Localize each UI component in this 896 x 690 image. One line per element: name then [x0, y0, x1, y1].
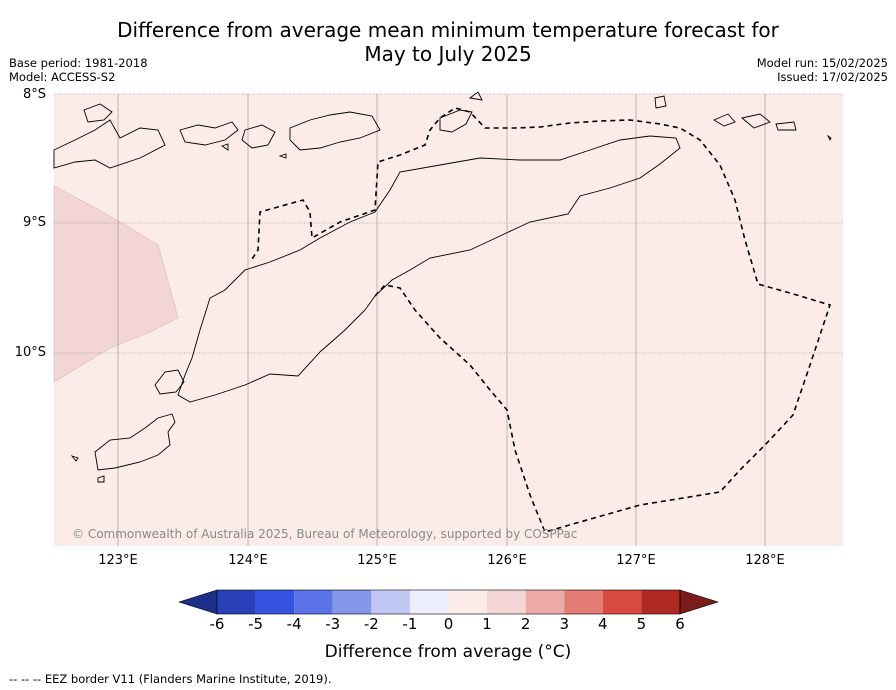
- title-line-2: May to July 2025: [364, 42, 532, 66]
- lon-label-124e: 124°E: [228, 553, 268, 568]
- colorbar-title: Difference from average (°C): [324, 642, 572, 662]
- lon-label-128e: 128°E: [745, 553, 785, 568]
- colorbar-segment: [448, 590, 488, 614]
- title-line-1: Difference from average mean minimum tem…: [117, 18, 779, 42]
- chart-title: Difference from average mean minimum tem…: [0, 18, 896, 66]
- base-period: Base period: 1981-2018: [9, 56, 148, 70]
- colorbar-segment: [217, 590, 256, 614]
- leti-islands: [713, 113, 736, 127]
- colorbar-tick-label: -1: [402, 615, 418, 633]
- issued-date: Issued: 17/02/2025: [777, 70, 888, 84]
- lon-label-126e: 126°E: [487, 553, 527, 568]
- semau-island: [154, 369, 185, 395]
- rote-island: [94, 413, 176, 471]
- lat-label-10s: 10°S: [14, 345, 46, 360]
- lon-label-123e: 123°E: [98, 553, 138, 568]
- alor-island: [289, 111, 381, 151]
- colorbar-tick-label: 0: [443, 615, 454, 633]
- lat-label-8s: 8°S: [22, 87, 46, 102]
- colorbar-frame: [216, 589, 681, 615]
- lon-label-125e: 125°E: [357, 553, 397, 568]
- colorbar-segment: [487, 590, 526, 614]
- colorbar-segment: [602, 590, 642, 614]
- lembata-island: [179, 121, 239, 146]
- colorbar-tick-label: -2: [363, 615, 379, 633]
- colorbar-segment: [564, 590, 603, 614]
- colorbar-tick-label: 1: [482, 615, 492, 633]
- colorbar-segment: [641, 590, 680, 614]
- colorbar-segment: [409, 590, 449, 614]
- lat-label-9s: 9°S: [22, 215, 46, 230]
- map-background: [54, 94, 843, 546]
- colorbar-segment: [525, 590, 565, 614]
- timor-island: [177, 135, 681, 403]
- colorbar-tick-label: -4: [286, 615, 302, 633]
- gridlines: [54, 93, 843, 354]
- colorbar-tick-label: -6: [209, 615, 225, 633]
- colorbar-extend-high: [679, 589, 719, 615]
- colorbar-tick-label: -3: [325, 615, 341, 633]
- model-name: Model: ACCESS-S2: [9, 70, 116, 84]
- pantar-island: [241, 124, 276, 149]
- colorbar-segment: [332, 590, 372, 614]
- colorbar-extend-low: [178, 589, 218, 615]
- kisar-island: [654, 95, 667, 109]
- coastlines: [53, 91, 832, 483]
- colorbar-tick-label: 2: [520, 615, 531, 633]
- colorbar-tick-label: -5: [248, 615, 264, 633]
- colorbar-segment: [371, 590, 410, 614]
- colorbar-tick-label: 4: [598, 615, 608, 633]
- lon-label-127e: 127°E: [616, 553, 656, 568]
- copyright-note: © Commonwealth of Australia 2025, Bureau…: [72, 527, 578, 541]
- colorbar-tick-label: 6: [675, 615, 685, 633]
- meta-right: Model run: 15/02/2025 Issued: 17/02/2025: [757, 56, 888, 84]
- meta-left: Base period: 1981-2018 Model: ACCESS-S2: [9, 56, 148, 84]
- colorbar: [178, 589, 719, 615]
- eez-footnote: -- -- -- EEZ border V11 (Flanders Marine…: [9, 672, 332, 686]
- colorbar-tick-label: 3: [559, 615, 570, 633]
- eez-border: [249, 107, 832, 533]
- colorbar-segment: [255, 590, 295, 614]
- model-run: Model run: 15/02/2025: [756, 56, 888, 70]
- warm-anomaly-zone: [53, 185, 179, 383]
- flores-east: [53, 119, 166, 169]
- colorbar-tick-label: 5: [636, 615, 647, 633]
- colorbar-segment: [294, 590, 333, 614]
